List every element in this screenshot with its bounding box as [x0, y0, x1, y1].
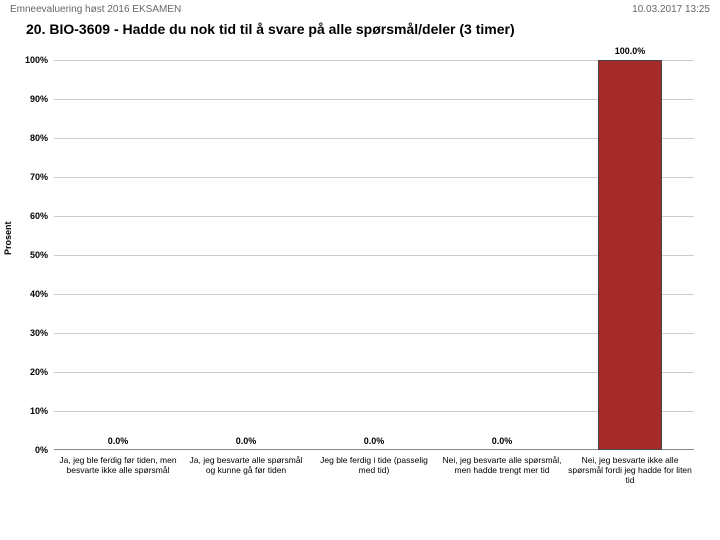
y-tick-label: 20%: [8, 367, 48, 377]
header-right: 10.03.2017 13:25: [632, 4, 710, 15]
category-label: Ja, jeg besvarte alle spørsmål og kunne …: [182, 456, 310, 476]
y-tick-label: 50%: [8, 250, 48, 260]
header-left: Emneevaluering høst 2016 EKSAMEN: [10, 4, 181, 15]
bar: [598, 60, 662, 450]
bar-value-label: 0.0%: [310, 436, 438, 446]
y-tick-label: 30%: [8, 328, 48, 338]
y-tick-label: 80%: [8, 133, 48, 143]
y-tick-label: 70%: [8, 172, 48, 182]
y-tick-label: 60%: [8, 211, 48, 221]
y-tick-label: 90%: [8, 94, 48, 104]
category-label: Jeg ble ferdig i tide (passelig med tid): [310, 456, 438, 476]
bar-value-label: 0.0%: [438, 436, 566, 446]
chart-area: 0%10%20%30%40%50%60%70%80%90%100%0.0%Ja,…: [54, 60, 694, 450]
y-tick-label: 40%: [8, 289, 48, 299]
bar-value-label: 0.0%: [54, 436, 182, 446]
plot-region: 0%10%20%30%40%50%60%70%80%90%100%0.0%Ja,…: [54, 60, 694, 450]
category-label: Ja, jeg ble ferdig før tiden, men besvar…: [54, 456, 182, 476]
y-tick-label: 100%: [8, 55, 48, 65]
category-label: Nei, jeg besvarte ikke alle spørsmål for…: [566, 456, 694, 485]
y-tick-label: 0%: [8, 445, 48, 455]
bar-value-label: 100.0%: [566, 46, 694, 56]
y-tick-label: 10%: [8, 406, 48, 416]
bar-value-label: 0.0%: [182, 436, 310, 446]
chart-title: 20. BIO-3609 - Hadde du nok tid til å sv…: [0, 17, 720, 47]
page-header: Emneevaluering høst 2016 EKSAMEN 10.03.2…: [0, 0, 720, 17]
category-label: Nei, jeg besvarte alle spørsmål, men had…: [438, 456, 566, 476]
